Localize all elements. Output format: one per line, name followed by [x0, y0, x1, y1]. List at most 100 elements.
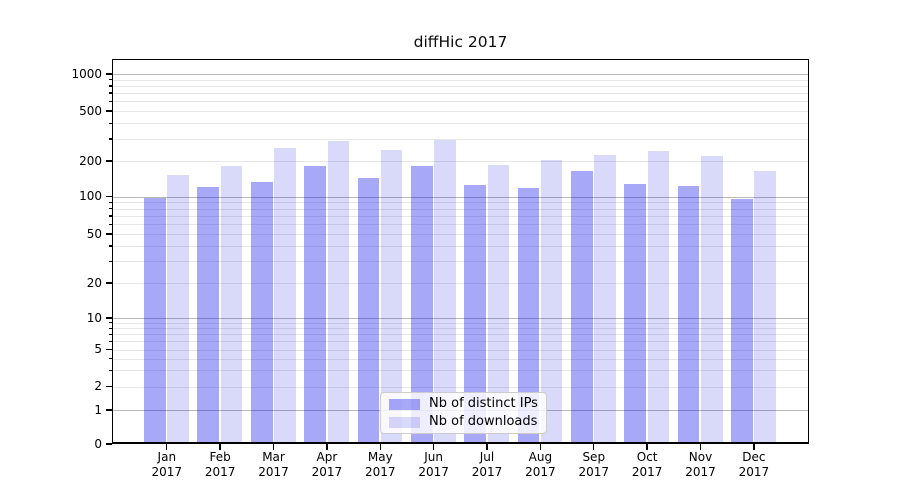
x-tick-label: Feb 2017: [193, 450, 247, 479]
bar-downloads: [540, 160, 563, 442]
y-minor-tick-mark: [108, 92, 112, 94]
gridline-minor: [113, 224, 808, 226]
legend-swatch-downloads: [389, 416, 420, 428]
y-minor-tick-mark: [108, 260, 112, 262]
y-tick-mark: [105, 443, 112, 445]
gridline-minor: [113, 234, 808, 235]
legend-swatch-distinct-ips: [389, 398, 420, 410]
x-tick-mark: [432, 444, 435, 450]
x-label-month: Aug: [528, 450, 553, 464]
x-label-month: May: [367, 450, 393, 464]
gridline-minor: [113, 202, 808, 204]
y-minor-tick-mark: [108, 322, 112, 324]
bar-distinct-ips: [517, 188, 540, 442]
x-label-year: 2017: [151, 464, 183, 479]
x-label-year: 2017: [738, 464, 770, 479]
left-spine: [112, 59, 114, 444]
gridline-minor: [113, 208, 808, 210]
x-label-month: Nov: [688, 450, 713, 464]
y-tick-label: 0: [94, 436, 102, 451]
y-minor-tick-mark: [108, 357, 112, 360]
bar-distinct-ips: [250, 182, 273, 442]
y-tick-mark: [105, 282, 112, 284]
y-minor-tick-mark: [108, 122, 112, 124]
y-minor-tick-mark: [108, 85, 112, 87]
bar-downloads: [274, 147, 296, 442]
gridline-minor: [113, 283, 808, 284]
gridline-minor: [113, 341, 808, 343]
bar-downloads: [594, 155, 616, 442]
gridline-minor: [113, 334, 808, 336]
x-tick-label: Jan 2017: [140, 450, 194, 479]
gridline-major: [113, 74, 808, 75]
y-tick-mark: [105, 196, 112, 198]
x-tick-label: Jul 2017: [460, 450, 514, 479]
legend-label-distinct-ips: Nb of distinct IPs: [429, 396, 538, 411]
y-tick-label: 2: [94, 379, 102, 393]
y-minor-tick-mark: [108, 340, 112, 342]
y-tick-label: 5: [94, 342, 102, 356]
bar-downloads: [380, 149, 403, 442]
y-tick-mark: [105, 73, 112, 75]
y-tick-label: 500: [79, 103, 102, 118]
bar-distinct-ips: [144, 198, 166, 442]
bar-distinct-ips: [464, 185, 486, 442]
gridline-minor: [113, 386, 808, 388]
x-label-year: 2017: [685, 464, 716, 479]
bar-downloads: [487, 164, 510, 442]
x-tick-label: Mar 2017: [247, 450, 301, 479]
y-tick-label: 50: [86, 226, 102, 241]
bottom-spine: [112, 442, 809, 444]
gridline-minor: [113, 328, 808, 330]
x-tick-mark: [593, 444, 595, 450]
x-tick-label: Jun 2017: [407, 450, 461, 479]
x-tick-label: Oct 2017: [620, 450, 674, 479]
gridline-minor: [113, 358, 808, 360]
x-label-year: 2017: [578, 464, 610, 479]
plot-area: [112, 59, 809, 444]
x-label-month: Feb: [209, 450, 231, 464]
gridline-minor: [113, 245, 808, 247]
bar-downloads: [167, 174, 189, 442]
y-tick-label: 100: [79, 189, 102, 204]
y-tick-mark: [105, 385, 112, 388]
x-label-month: Dec: [742, 450, 766, 464]
legend-label-downloads: Nb of downloads: [429, 414, 538, 429]
x-label-year: 2017: [258, 464, 289, 479]
x-tick-mark: [646, 444, 648, 450]
bar-downloads: [220, 166, 243, 442]
y-tick-mark: [105, 348, 112, 351]
y-tick-mark: [105, 409, 112, 411]
x-label-month: Sep: [582, 450, 606, 464]
x-label-year: 2017: [471, 464, 503, 479]
y-minor-tick-mark: [108, 369, 112, 371]
gridline-minor: [113, 79, 808, 81]
y-tick-mark: [105, 233, 112, 235]
y-minor-tick-mark: [108, 201, 112, 204]
y-minor-tick-mark: [108, 208, 112, 210]
y-minor-tick-mark: [108, 223, 112, 225]
legend-item-distinct-ips: Nb of distinct IPs: [389, 397, 538, 411]
x-tick-label: Sep 2017: [567, 450, 621, 479]
x-label-year: 2017: [631, 464, 663, 479]
x-tick-mark: [539, 444, 542, 450]
x-label-month: Jul: [479, 450, 495, 464]
x-label-month: Oct: [636, 450, 658, 464]
gridline-minor: [113, 261, 808, 263]
x-label-month: Apr: [316, 450, 338, 464]
chart-title: diffHic 2017: [413, 33, 508, 51]
y-tick-mark: [105, 317, 112, 319]
y-minor-tick-mark: [108, 100, 112, 102]
gridline-minor: [113, 370, 808, 372]
x-tick-label: Apr 2017: [300, 450, 354, 479]
x-tick-label: May 2017: [353, 450, 407, 479]
y-tick-label: 10: [86, 310, 102, 325]
bar-downloads: [754, 171, 776, 442]
x-label-month: Jan: [157, 450, 177, 464]
gridline-major: [113, 318, 808, 319]
bar-distinct-ips: [677, 186, 700, 442]
x-tick-mark: [379, 444, 381, 450]
right-spine: [807, 59, 809, 444]
top-spine: [112, 59, 809, 61]
